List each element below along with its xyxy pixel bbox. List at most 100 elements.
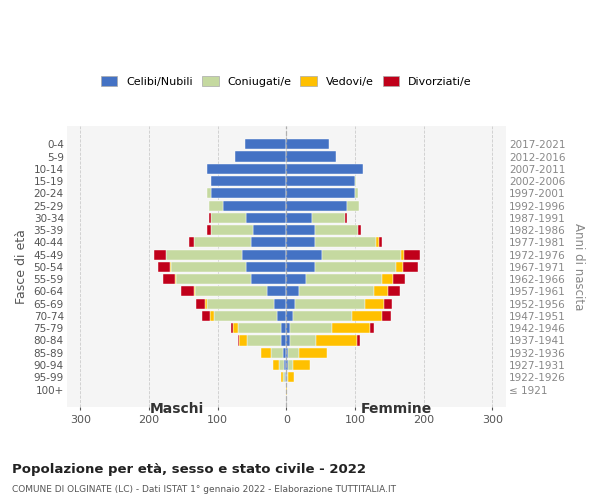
Bar xyxy=(171,262,247,272)
Bar xyxy=(286,225,315,235)
Bar xyxy=(273,360,279,370)
Bar xyxy=(211,176,286,186)
Bar xyxy=(295,298,365,308)
Bar xyxy=(322,250,401,260)
Bar xyxy=(370,323,374,334)
Bar xyxy=(211,213,247,223)
Bar xyxy=(374,286,388,296)
Bar xyxy=(233,323,238,334)
Bar xyxy=(286,139,329,149)
Bar xyxy=(166,250,242,260)
Bar xyxy=(346,213,347,223)
Bar xyxy=(376,238,379,248)
Text: COMUNE DI OLGINATE (LC) - Dati ISTAT 1° gennaio 2022 - Elaborazione TUTTITALIA.I: COMUNE DI OLGINATE (LC) - Dati ISTAT 1° … xyxy=(12,485,396,494)
Bar xyxy=(175,274,176,284)
Bar xyxy=(277,311,286,321)
Bar xyxy=(286,348,289,358)
Bar xyxy=(286,250,322,260)
Bar xyxy=(286,323,290,334)
Bar xyxy=(357,336,361,345)
Bar xyxy=(293,360,310,370)
Bar xyxy=(404,250,419,260)
Bar xyxy=(293,311,352,321)
Bar xyxy=(388,286,400,296)
Bar xyxy=(286,152,336,162)
Bar xyxy=(271,348,283,358)
Bar xyxy=(245,139,286,149)
Bar xyxy=(379,238,382,248)
Bar xyxy=(286,213,313,223)
Bar xyxy=(209,200,223,210)
Bar xyxy=(286,188,355,198)
Y-axis label: Fasce di età: Fasce di età xyxy=(15,230,28,304)
Bar xyxy=(242,250,286,260)
Bar xyxy=(286,336,290,345)
Bar xyxy=(287,360,293,370)
Bar xyxy=(208,188,211,198)
Bar xyxy=(163,274,175,284)
Bar xyxy=(316,336,357,345)
Bar xyxy=(158,262,170,272)
Bar xyxy=(286,200,347,210)
Bar xyxy=(195,286,267,296)
Bar xyxy=(287,372,289,382)
Bar xyxy=(211,188,286,198)
Bar xyxy=(286,286,299,296)
Bar xyxy=(286,360,287,370)
Bar xyxy=(208,164,286,174)
Bar xyxy=(251,274,286,284)
Bar xyxy=(223,200,286,210)
Bar xyxy=(194,238,251,248)
Bar xyxy=(299,348,327,358)
Bar xyxy=(189,238,194,248)
Bar xyxy=(355,188,358,198)
Bar xyxy=(401,250,404,260)
Bar xyxy=(210,311,214,321)
Bar xyxy=(289,372,294,382)
Bar xyxy=(393,274,405,284)
Bar xyxy=(286,372,287,382)
Bar xyxy=(286,384,287,394)
Bar xyxy=(253,225,286,235)
Bar xyxy=(284,360,286,370)
Bar xyxy=(279,360,284,370)
Bar xyxy=(267,286,286,296)
Bar xyxy=(281,372,283,382)
Bar xyxy=(283,348,286,358)
Bar xyxy=(281,336,286,345)
Y-axis label: Anni di nascita: Anni di nascita xyxy=(572,223,585,310)
Bar xyxy=(235,152,286,162)
Bar xyxy=(286,176,355,186)
Bar xyxy=(305,274,382,284)
Bar xyxy=(285,372,286,382)
Bar xyxy=(286,274,305,284)
Bar xyxy=(286,311,293,321)
Bar xyxy=(382,311,391,321)
Bar xyxy=(281,323,286,334)
Bar xyxy=(315,238,376,248)
Bar xyxy=(283,372,285,382)
Bar xyxy=(206,298,274,308)
Bar xyxy=(352,311,382,321)
Bar xyxy=(202,311,210,321)
Bar xyxy=(313,213,346,223)
Bar xyxy=(355,176,356,186)
Bar xyxy=(289,348,299,358)
Bar xyxy=(176,274,251,284)
Bar xyxy=(230,323,233,334)
Bar xyxy=(194,286,195,296)
Bar xyxy=(286,298,295,308)
Bar xyxy=(290,336,316,345)
Bar xyxy=(205,298,206,308)
Bar xyxy=(181,286,194,296)
Bar xyxy=(382,274,393,284)
Bar xyxy=(286,238,315,248)
Bar xyxy=(315,225,358,235)
Bar xyxy=(247,213,286,223)
Legend: Celibi/Nubili, Coniugati/e, Vedovi/e, Divorziati/e: Celibi/Nubili, Coniugati/e, Vedovi/e, Di… xyxy=(101,76,472,86)
Text: Femmine: Femmine xyxy=(361,402,432,415)
Bar xyxy=(403,262,418,272)
Bar xyxy=(196,298,205,308)
Bar xyxy=(358,225,361,235)
Bar xyxy=(384,298,392,308)
